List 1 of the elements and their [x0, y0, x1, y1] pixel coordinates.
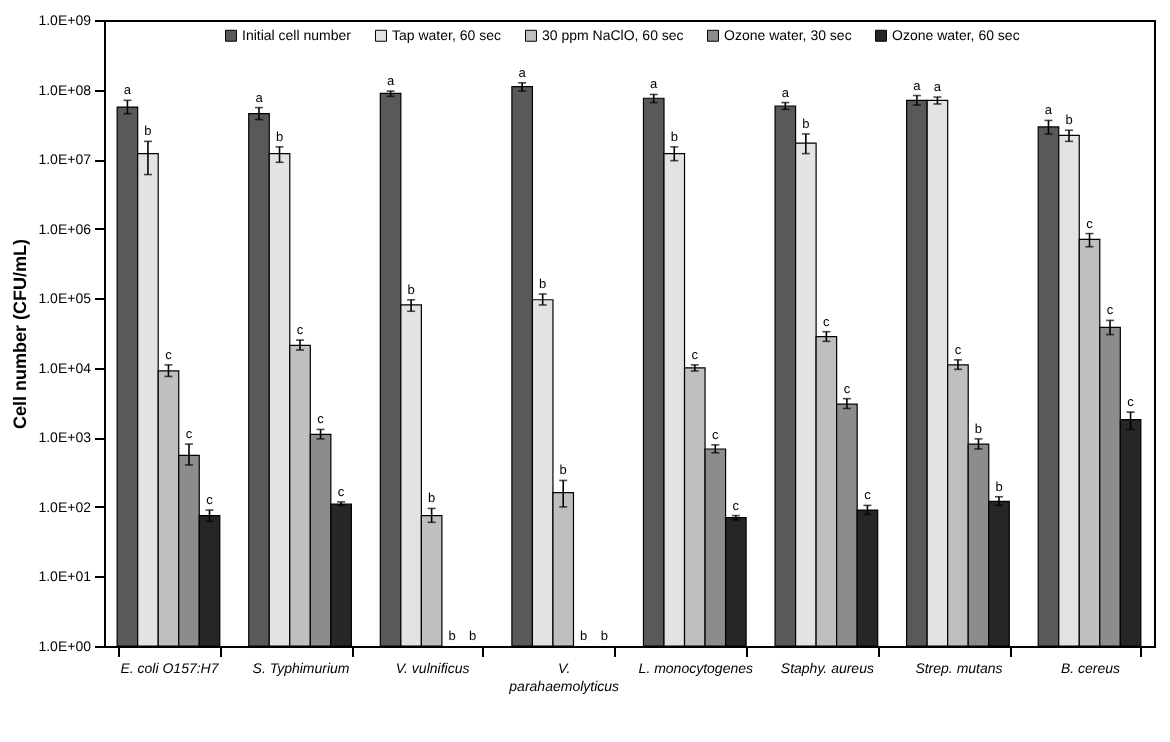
y-axis-title: Cell number (CFU/mL): [10, 238, 31, 430]
